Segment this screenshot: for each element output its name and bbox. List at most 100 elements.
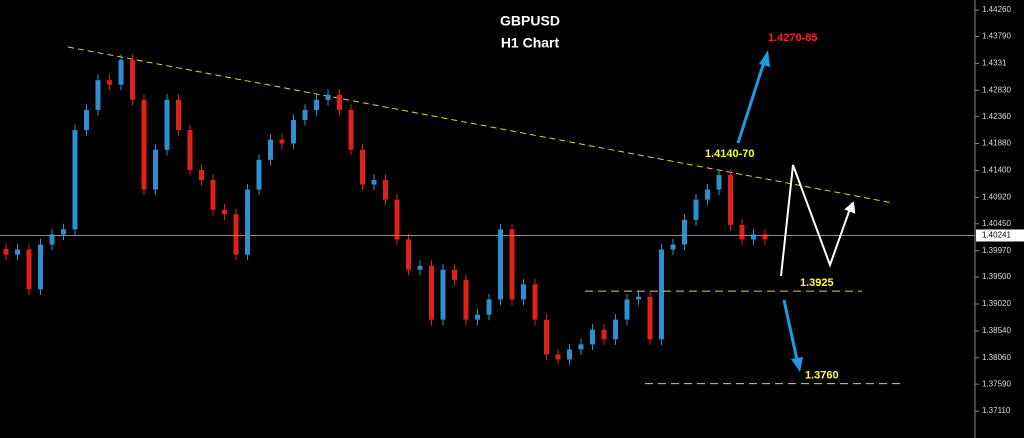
current-price-label: 1.40241 <box>982 231 1011 240</box>
current-price-box <box>976 229 1024 242</box>
candle-body <box>360 149 365 185</box>
y-tick-label: 1.42360 <box>982 112 1011 121</box>
y-tick-label: 1.43790 <box>982 32 1011 41</box>
resistance-label: 1.4140-70 <box>705 148 755 160</box>
candle-body <box>647 296 653 340</box>
y-tick-label: 1.39970 <box>982 246 1011 255</box>
candle-body <box>256 159 262 190</box>
candle-body <box>417 265 423 270</box>
candle-body <box>394 199 400 240</box>
candle-body <box>279 139 285 144</box>
y-tick-label: 1.42830 <box>982 85 1011 94</box>
candle-body <box>199 169 204 181</box>
candle-body <box>440 269 446 320</box>
candle-body <box>291 120 296 144</box>
level-label: 1.3925 <box>800 277 834 289</box>
candle-body <box>739 224 745 240</box>
candle-body <box>601 329 607 340</box>
y-tick-label: 1.38540 <box>982 326 1011 335</box>
candle-body <box>406 239 411 270</box>
candle-body <box>72 130 78 230</box>
candle-body <box>383 180 388 200</box>
candle-body <box>716 174 722 190</box>
candle-body <box>84 109 89 131</box>
candle-body <box>636 296 641 300</box>
candle-body <box>130 60 135 100</box>
candle-body <box>38 244 43 290</box>
plot-area: 1.44260 1.43790 1.4331 1.42830 1.42360 1.4188… <box>0 5 1024 415</box>
target-label: 1.4270-85 <box>768 32 818 44</box>
candle-body <box>49 234 55 245</box>
candle-body <box>590 329 595 345</box>
candle-body <box>463 279 469 320</box>
candle-body <box>325 94 331 100</box>
candle-body <box>141 99 147 190</box>
candle-body <box>153 149 158 190</box>
candle-body <box>670 244 676 250</box>
y-tick-label: 1.44260 <box>982 5 1011 14</box>
candle-body <box>26 249 32 290</box>
candle-body <box>486 299 492 315</box>
y-tick-label: 1.41880 <box>982 139 1011 148</box>
candle-body <box>751 234 756 240</box>
candle-body <box>302 109 308 121</box>
y-tick-label: 1.37590 <box>982 379 1011 388</box>
candle-body <box>371 180 377 185</box>
candle-body <box>245 189 250 255</box>
candle-body <box>210 180 216 210</box>
arrow-head <box>844 201 856 214</box>
y-tick-label: 1.37110 <box>982 406 1011 415</box>
candle-body <box>578 344 584 350</box>
arrow-head <box>791 357 803 372</box>
candle-body <box>61 229 66 235</box>
candle-body <box>348 109 354 150</box>
candle-body <box>762 234 768 240</box>
candle-body <box>118 60 124 85</box>
arrow-up <box>736 61 766 144</box>
y-tick-label: 1.39500 <box>982 272 1011 281</box>
candle-body <box>613 319 618 340</box>
candle-body <box>682 219 687 245</box>
chart-subtitle: H1 Chart <box>501 35 560 51</box>
y-tick-label: 1.41400 <box>982 166 1011 175</box>
candle-body <box>176 99 181 131</box>
candle-body <box>567 349 572 360</box>
candle-body <box>659 249 664 340</box>
candle-body <box>187 130 193 170</box>
candle-body <box>3 249 9 255</box>
candle-body <box>509 229 515 300</box>
candle-body <box>705 189 710 200</box>
candle-body <box>555 354 561 360</box>
y-tick-label: 1.39020 <box>982 299 1011 308</box>
candle-body <box>337 94 342 110</box>
y-tick-label: 1.38060 <box>982 353 1011 362</box>
candle-body <box>521 284 526 300</box>
level-label: 1.3760 <box>805 370 839 382</box>
candle-body <box>624 299 630 320</box>
y-tick-label: 1.40920 <box>982 193 1011 202</box>
candle-body <box>95 80 101 110</box>
candle-body <box>164 99 170 150</box>
y-tick-label: 1.4331 <box>982 58 1007 67</box>
arrow-down <box>782 299 799 361</box>
trendline <box>67 46 894 204</box>
candle-body <box>452 269 457 280</box>
candle-body <box>498 229 503 300</box>
candle-body <box>532 284 538 320</box>
candle-body <box>693 199 699 220</box>
candle-body <box>314 99 319 110</box>
candle-body <box>222 209 227 215</box>
candle-body <box>429 265 434 320</box>
y-tick-label: 1.40450 <box>982 219 1011 228</box>
candle-body <box>728 174 733 225</box>
candle-body <box>475 314 480 320</box>
projection-path <box>780 164 853 277</box>
candle-body <box>544 319 549 355</box>
candle-body <box>15 249 20 255</box>
chart-title: GBPUSD <box>500 13 560 29</box>
arrow-head <box>759 50 770 67</box>
candle-body <box>268 139 273 160</box>
candle-body <box>107 80 112 85</box>
candle-body <box>233 214 239 255</box>
